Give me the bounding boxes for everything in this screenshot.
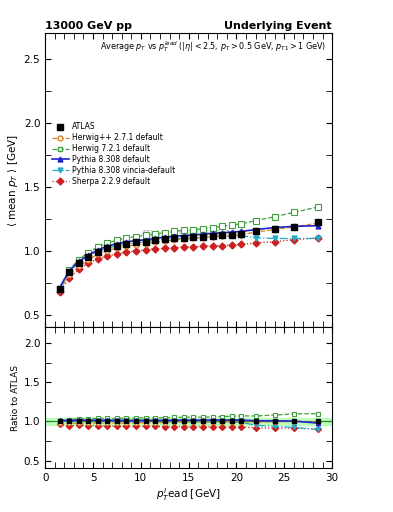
Legend: ATLAS, Herwig++ 2.7.1 default, Herwig 7.2.1 default, Pythia 8.308 default, Pythi: ATLAS, Herwig++ 2.7.1 default, Herwig 7.… bbox=[52, 122, 175, 186]
Y-axis label: $\langle$ mean $p_{T}$ $\rangle$ [GeV]: $\langle$ mean $p_{T}$ $\rangle$ [GeV] bbox=[6, 134, 20, 227]
Text: 13000 GeV pp: 13000 GeV pp bbox=[45, 20, 132, 31]
Text: Average $p_{T}$ vs $p_{T}^{lead}$ ($|\eta| < 2.5$, $p_{T} > 0.5$ GeV, $p_{T1} > : Average $p_{T}$ vs $p_{T}^{lead}$ ($|\et… bbox=[100, 39, 326, 54]
Bar bbox=[45, 418, 332, 424]
X-axis label: $p_{T}^{l}$ead [GeV]: $p_{T}^{l}$ead [GeV] bbox=[156, 486, 221, 503]
Text: Underlying Event: Underlying Event bbox=[224, 20, 332, 31]
Y-axis label: Ratio to ATLAS: Ratio to ATLAS bbox=[11, 365, 20, 431]
Text: ATLAS_2017_I1509919: ATLAS_2017_I1509919 bbox=[141, 229, 237, 238]
